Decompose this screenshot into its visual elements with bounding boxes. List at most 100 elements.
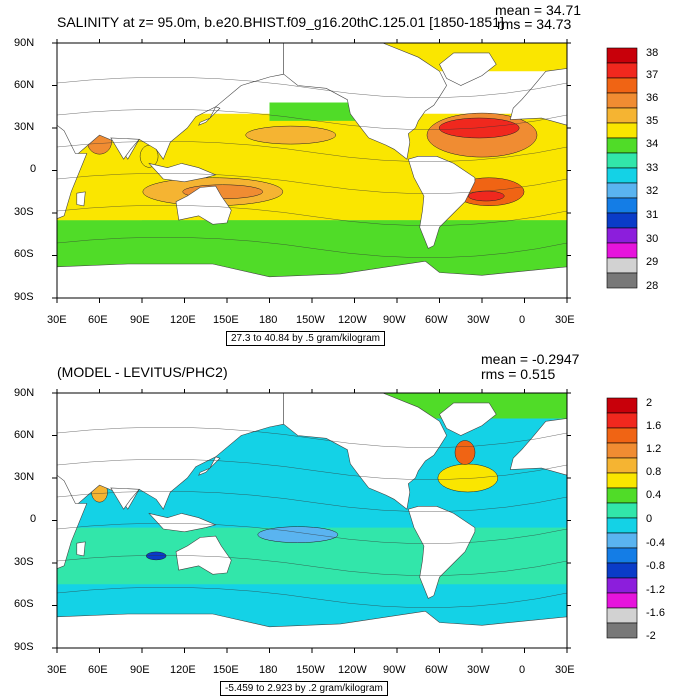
panel2-lat-label: 30S [14, 556, 34, 568]
panel2-colorbar-swatch [606, 607, 638, 624]
panel1-colorbar-label: 35 [646, 115, 659, 127]
panel2-contour-line [56, 426, 568, 448]
panel2-contour-line [56, 490, 568, 512]
panel1-southern-band [57, 220, 567, 235]
panel2-rms: rms = 0.515 [481, 366, 556, 382]
panel1-lon-label: 30E [555, 314, 575, 326]
panel1-colorbar-swatch [606, 77, 638, 94]
panel2-colorbar-label: -1.6 [646, 607, 665, 619]
panel2-lon-label: 120E [170, 664, 196, 676]
panel1-s-atlantic-core [468, 190, 505, 202]
panel1-lat-label: 90N [14, 37, 35, 49]
panel1-contour-line [56, 76, 568, 98]
panel1-range-box: 27.3 to 40.84 by .5 gram/kilogram [226, 331, 385, 346]
panel2-lon-label: 150E [213, 664, 239, 676]
panel1-colorbar-swatch [606, 137, 638, 154]
panel2-lon-label: 30E [555, 664, 575, 676]
panel2-lon-label: 0 [519, 664, 526, 676]
panel2-colorbar-label: -0.4 [646, 537, 665, 549]
panel1-colorbar-label: 28 [646, 280, 659, 292]
panel2-range-box: -5.459 to 2.923 by .2 gram/kilogram [220, 681, 388, 696]
panel2-colorbar-swatch [606, 547, 638, 564]
panel2-lat-label: 60N [14, 429, 35, 441]
panel2-mean: mean = -0.2947 [481, 351, 580, 367]
panel2-gulf-stream [454, 440, 476, 465]
panel1-contour-line [56, 236, 568, 258]
panel1-colorbar-swatch [606, 182, 638, 199]
panel2-land-madagascar [76, 541, 86, 557]
panel1-lat-label: 30N [14, 121, 35, 133]
panel2-colorbar-swatch [606, 577, 638, 594]
panel2-contour-line [56, 554, 568, 576]
panel1-colorbar-swatch [606, 257, 638, 274]
panel2-land-japan [198, 456, 221, 476]
panel2-land-greenland [439, 402, 497, 436]
panel1-colorbar-swatch [606, 242, 638, 259]
panel1-lon-label: 120E [170, 314, 196, 326]
panel1-land-southAmerica [407, 156, 476, 249]
panel1-north-pacific [269, 102, 369, 121]
panel1-colorbar-label: 38 [646, 47, 659, 59]
panel1-land-madagascar [76, 191, 86, 207]
panel2-colorbar-swatch [606, 457, 638, 474]
panel1-colorbar-swatch [606, 167, 638, 184]
panel1-land-northAmerica [283, 42, 447, 160]
panel2-colorbar-swatch [606, 502, 638, 519]
panel1-rms: rms = 34.73 [497, 16, 572, 32]
panel2-colorbar-label: -2 [646, 630, 656, 642]
panel1-lon-label: 180 [259, 314, 278, 326]
panel1-lon-label: 150E [213, 314, 239, 326]
panel2-colorbar-swatch [606, 532, 638, 549]
panel2-colorbar-label: 2 [646, 397, 653, 409]
panel2-lon-label: 60E [88, 664, 108, 676]
panel2-n-atlantic [437, 463, 499, 493]
panel2-colorbar-swatch [606, 562, 638, 579]
panel1-n-pacific-high [245, 125, 336, 145]
panel1-contour-line [56, 140, 568, 162]
panel2-lat-label: 90S [14, 641, 34, 653]
panel2-title: (MODEL - LEVITUS/PHC2) [57, 364, 228, 380]
panel2-contour-line [56, 586, 568, 608]
panel2-lat-label: 30N [14, 471, 35, 483]
panel1-mean: mean = 34.71 [495, 2, 582, 18]
panel2-lon-label: 60W [425, 664, 448, 676]
panel2-lon-label: 180 [259, 664, 278, 676]
panel1-lat-label: 60N [14, 79, 35, 91]
panel1-land-india [110, 137, 140, 160]
panel1-colorbar-swatch [606, 272, 638, 289]
panel2-lat-label: 60S [14, 598, 34, 610]
panel1-land-japan [198, 106, 221, 126]
panel1-land-australia [175, 185, 232, 225]
panel2-lat-label: 0 [30, 513, 37, 525]
panel2-contour-line [56, 522, 568, 544]
panel1-lon-label: 60E [88, 314, 108, 326]
panel1-lon-label: 120W [338, 314, 367, 326]
panel1-lat-label: 0 [30, 163, 37, 175]
panel2-indian-cold [145, 551, 167, 561]
panel1-colorbar-label: 30 [646, 233, 659, 245]
panel1-colorbar-swatch [606, 107, 638, 124]
panel1-colorbar-label: 36 [646, 92, 659, 104]
panel1-land-europe [509, 68, 568, 126]
panel1-lon-label: 0 [519, 314, 526, 326]
panel1-colorbar-swatch [606, 92, 638, 109]
panel2-colorbar-label: -1.2 [646, 584, 665, 596]
panel1-colorbar-label: 33 [646, 162, 659, 174]
panel2-contour-line [56, 458, 568, 480]
panel1-lat-label: 30S [14, 206, 34, 218]
panel2-lon-label: 90E [130, 664, 150, 676]
panel1-lon-label: 30W [467, 314, 490, 326]
panel1-lon-label: 60W [425, 314, 448, 326]
panel1-lon-label: 30E [47, 314, 67, 326]
panel2-lon-label: 120W [338, 664, 367, 676]
panel1-colorbar-swatch [606, 212, 638, 229]
panel2-colorbar-label: 1.2 [646, 443, 662, 455]
panel1-colorbar-label: 34 [646, 138, 659, 150]
panel2-colorbar-swatch [606, 472, 638, 489]
panel2-colorbar-label: 0.8 [646, 466, 662, 478]
panel1-lon-label: 150W [296, 314, 325, 326]
panel2-colorbar-swatch [606, 412, 638, 429]
panel1-title: SALINITY at z= 95.0m, b.e20.BHIST.f09_g1… [57, 14, 504, 30]
panel2-land-northAmerica [283, 392, 447, 510]
